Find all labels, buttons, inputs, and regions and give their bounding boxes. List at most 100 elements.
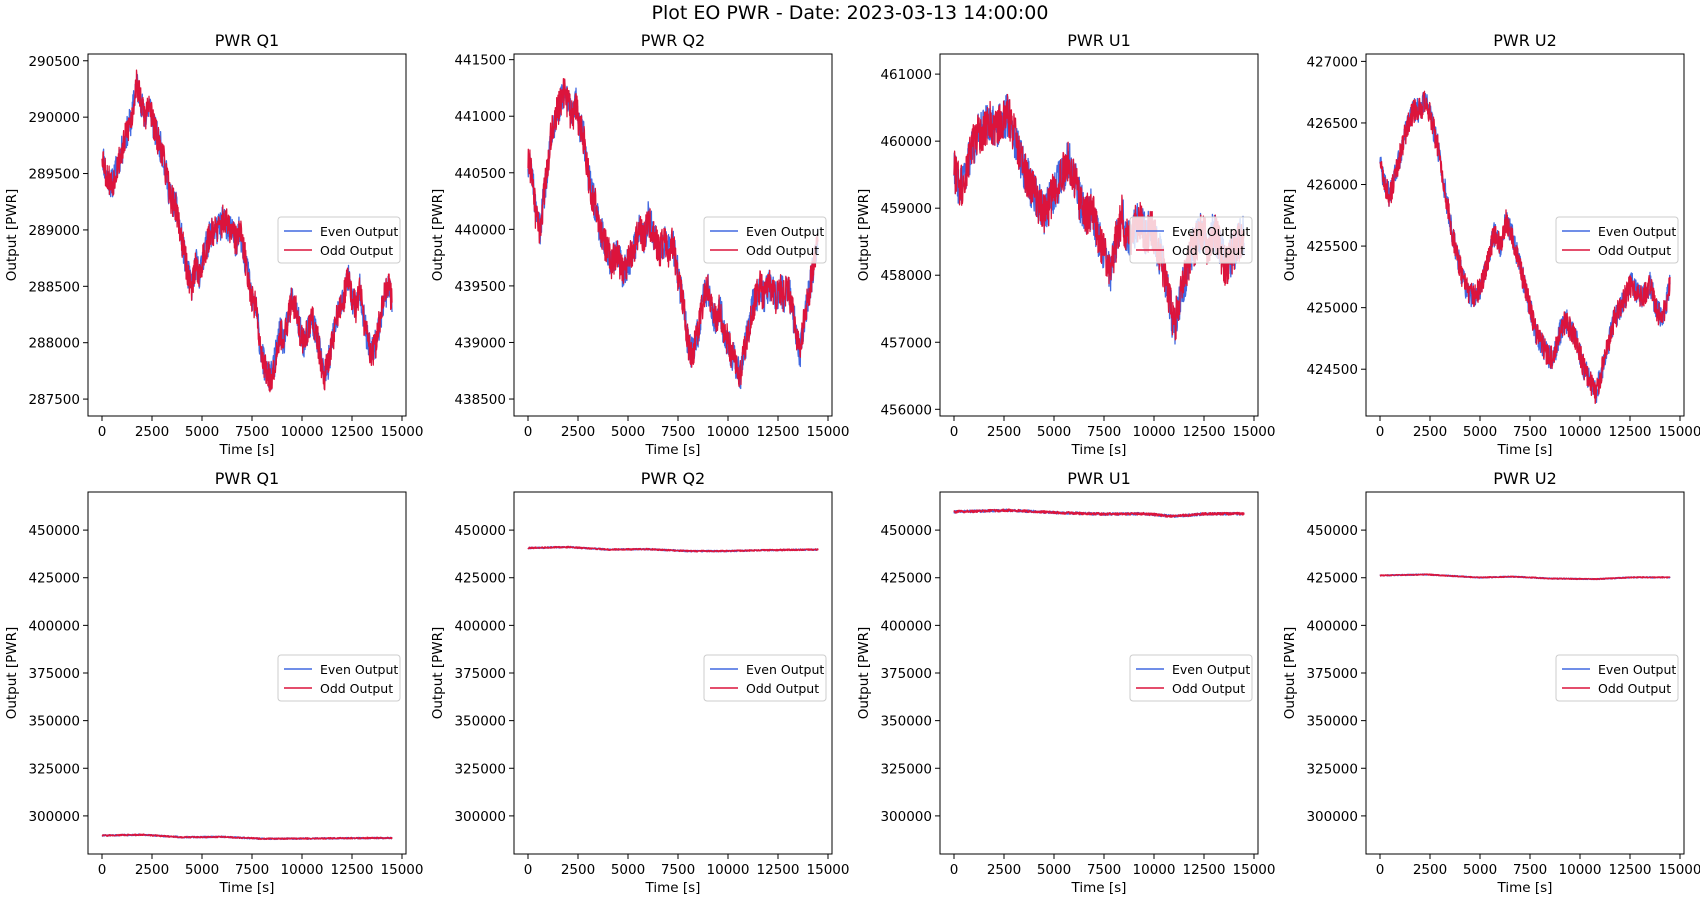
- y-tick-label: 427000: [1306, 54, 1358, 70]
- legend: Even Output Odd Output: [1129, 654, 1253, 702]
- y-tick-label: 426500: [1306, 116, 1358, 132]
- legend-entry: Odd Output: [746, 243, 819, 258]
- x-tick-label: 12500: [1183, 862, 1226, 878]
- x-tick-label: 10000: [707, 862, 750, 878]
- y-tick-label: 450000: [28, 523, 80, 539]
- legend-entry: Even Output: [1598, 662, 1676, 677]
- x-tick-label: 15000: [381, 862, 424, 878]
- x-tick-label: 10000: [1133, 424, 1176, 440]
- legend-entry: Even Output: [746, 224, 824, 239]
- y-tick-label: 438500: [454, 392, 506, 408]
- y-tick-label: 350000: [880, 714, 932, 730]
- y-tick-label: 400000: [880, 618, 932, 634]
- y-tick-label: 426000: [1306, 178, 1358, 194]
- subplot-title: PWR U2: [1493, 469, 1557, 488]
- subplot-1: PWR Q1 0 2500 5000 7500 10000 12500 15000 287500…: [4, 31, 423, 458]
- y-tick-label: 350000: [28, 714, 80, 730]
- series-line-odd-output: [101, 69, 393, 393]
- x-axis-label: Time [s]: [1071, 442, 1127, 458]
- y-tick-label: 440500: [454, 166, 506, 182]
- x-axis-label: Time [s]: [1497, 442, 1553, 458]
- y-tick-label: 450000: [454, 523, 506, 539]
- x-tick-label: 12500: [1183, 424, 1226, 440]
- x-tick-label: 0: [1376, 862, 1385, 878]
- y-tick-label: 287500: [28, 392, 80, 408]
- x-tick-label: 5000: [611, 424, 645, 440]
- y-axis-label: Output [PWR]: [4, 189, 20, 282]
- series-line-odd-output: [527, 545, 819, 553]
- subplot-title: PWR U1: [1067, 469, 1131, 488]
- legend-box: [703, 654, 827, 702]
- x-tick-label: 5000: [1037, 424, 1071, 440]
- x-tick-label: 2500: [1413, 424, 1447, 440]
- y-tick-label: 375000: [880, 666, 932, 682]
- x-tick-label: 2500: [135, 862, 169, 878]
- y-tick-label: 350000: [1306, 714, 1358, 730]
- x-tick-label: 15000: [1659, 862, 1700, 878]
- legend: Even Output Odd Output: [1129, 216, 1253, 264]
- y-tick-label: 461000: [880, 67, 932, 83]
- axes-frame: [87, 53, 407, 417]
- x-tick-label: 5000: [611, 862, 645, 878]
- x-tick-label: 5000: [1463, 424, 1497, 440]
- x-tick-label: 10000: [281, 424, 324, 440]
- y-tick-label: 441000: [454, 109, 506, 125]
- y-tick-label: 425500: [1306, 239, 1358, 255]
- y-tick-label: 300000: [454, 809, 506, 825]
- axes-frame: [513, 53, 833, 417]
- x-tick-label: 10000: [1559, 424, 1602, 440]
- legend-box: [277, 654, 401, 702]
- y-tick-label: 458000: [880, 268, 932, 284]
- y-tick-label: 459000: [880, 201, 932, 217]
- y-tick-label: 375000: [28, 666, 80, 682]
- series-line-odd-output: [953, 508, 1245, 518]
- legend-box: [1555, 216, 1679, 264]
- x-axis-label: Time [s]: [219, 442, 275, 458]
- x-tick-label: 7500: [661, 862, 695, 878]
- x-axis-label: Time [s]: [645, 880, 701, 896]
- x-tick-label: 7500: [1087, 424, 1121, 440]
- x-tick-label: 7500: [1513, 862, 1547, 878]
- x-tick-label: 10000: [1559, 862, 1602, 878]
- legend: Even Output Odd Output: [1555, 654, 1679, 702]
- legend-entry: Odd Output: [1598, 243, 1671, 258]
- legend-entry: Odd Output: [320, 681, 393, 696]
- axes-frame: [939, 53, 1259, 417]
- y-tick-label: 300000: [1306, 809, 1358, 825]
- series-line-odd-output: [1379, 573, 1671, 581]
- legend-box: [703, 216, 827, 264]
- x-tick-label: 7500: [661, 424, 695, 440]
- x-tick-label: 2500: [561, 424, 595, 440]
- x-tick-label: 15000: [1233, 424, 1276, 440]
- y-tick-label: 425000: [1306, 571, 1358, 587]
- y-tick-label: 460000: [880, 134, 932, 150]
- legend-entry: Even Output: [746, 662, 824, 677]
- x-tick-label: 15000: [807, 862, 850, 878]
- x-tick-label: 0: [950, 862, 959, 878]
- y-tick-label: 457000: [880, 335, 932, 351]
- y-axis-label: Output [PWR]: [4, 627, 20, 720]
- legend-box: [1129, 654, 1253, 702]
- x-tick-label: 7500: [1513, 424, 1547, 440]
- legend-box: [1555, 654, 1679, 702]
- y-tick-label: 450000: [1306, 523, 1358, 539]
- x-tick-label: 7500: [235, 862, 269, 878]
- y-tick-label: 325000: [454, 761, 506, 777]
- legend: Even Output Odd Output: [703, 654, 827, 702]
- x-tick-label: 2500: [987, 424, 1021, 440]
- subplot-4: PWR U2 0 2500 5000 7500 10000 12500 15000 424500…: [1282, 31, 1700, 458]
- y-tick-label: 400000: [1306, 618, 1358, 634]
- y-tick-label: 290000: [28, 110, 80, 126]
- y-tick-label: 290500: [28, 54, 80, 70]
- y-axis-label: Output [PWR]: [1282, 189, 1298, 282]
- x-tick-label: 15000: [1659, 424, 1700, 440]
- x-tick-label: 0: [98, 862, 107, 878]
- y-tick-label: 440000: [454, 222, 506, 238]
- legend-entry: Odd Output: [320, 243, 393, 258]
- x-tick-label: 7500: [1087, 862, 1121, 878]
- subplot-title: PWR Q2: [641, 469, 705, 488]
- series-line-odd-output: [1379, 90, 1671, 405]
- x-tick-label: 12500: [331, 424, 374, 440]
- y-tick-label: 400000: [454, 618, 506, 634]
